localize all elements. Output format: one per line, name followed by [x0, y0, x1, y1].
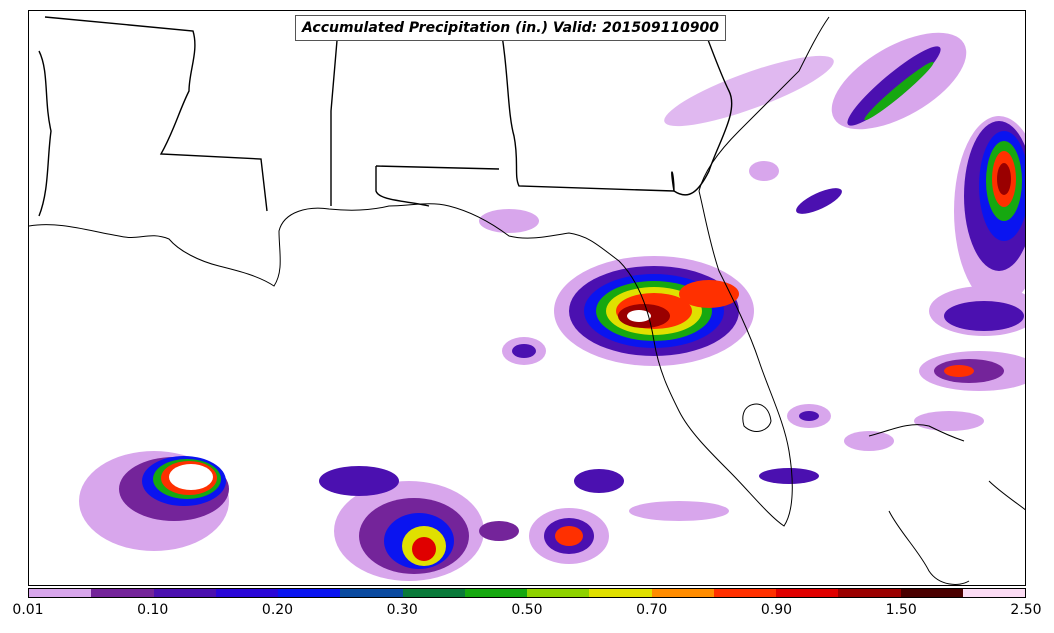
colorbar-segment	[713, 589, 776, 597]
colorbar-tick-label: 0.30	[386, 602, 418, 618]
colorbar-segment	[962, 589, 1025, 597]
colorbar-tick-label: 0.70	[636, 602, 668, 618]
colorbar-tick-label: 1.50	[885, 602, 917, 618]
map-title: Accumulated Precipitation (in.) Valid: 2…	[295, 15, 727, 41]
precipitation-colorbar	[28, 588, 1026, 598]
colorbar-segment	[651, 589, 714, 597]
colorbar-segment	[527, 589, 590, 597]
map-panel	[28, 10, 1026, 586]
colorbar-segment	[402, 589, 465, 597]
colorbar-segment	[29, 589, 92, 597]
colorbar-segment	[153, 589, 216, 597]
colorbar-tick-label: 2.50	[1010, 602, 1042, 618]
colorbar-tick-label: 0.20	[261, 602, 294, 618]
colorbar-segment	[900, 589, 963, 597]
precip-areas	[79, 32, 1025, 581]
colorbar-tick-label: 0.90	[760, 602, 793, 618]
colorbar-segment	[278, 589, 341, 597]
colorbar-tick-label: 0.10	[137, 602, 169, 618]
colorbar-segment	[340, 589, 403, 597]
colorbar-tick-label: 0.50	[511, 602, 543, 618]
state-borders	[38, 16, 733, 217]
precipitation-map	[29, 16, 1025, 585]
colorbar-segment	[215, 589, 278, 597]
coastline	[29, 16, 1025, 585]
colorbar-segment	[776, 589, 839, 597]
colorbar-segment	[464, 589, 527, 597]
colorbar-segment	[838, 589, 901, 597]
colorbar-segment	[589, 589, 652, 597]
colorbar-segment	[91, 589, 154, 597]
colorbar-tick-label: 0.01	[12, 602, 44, 618]
